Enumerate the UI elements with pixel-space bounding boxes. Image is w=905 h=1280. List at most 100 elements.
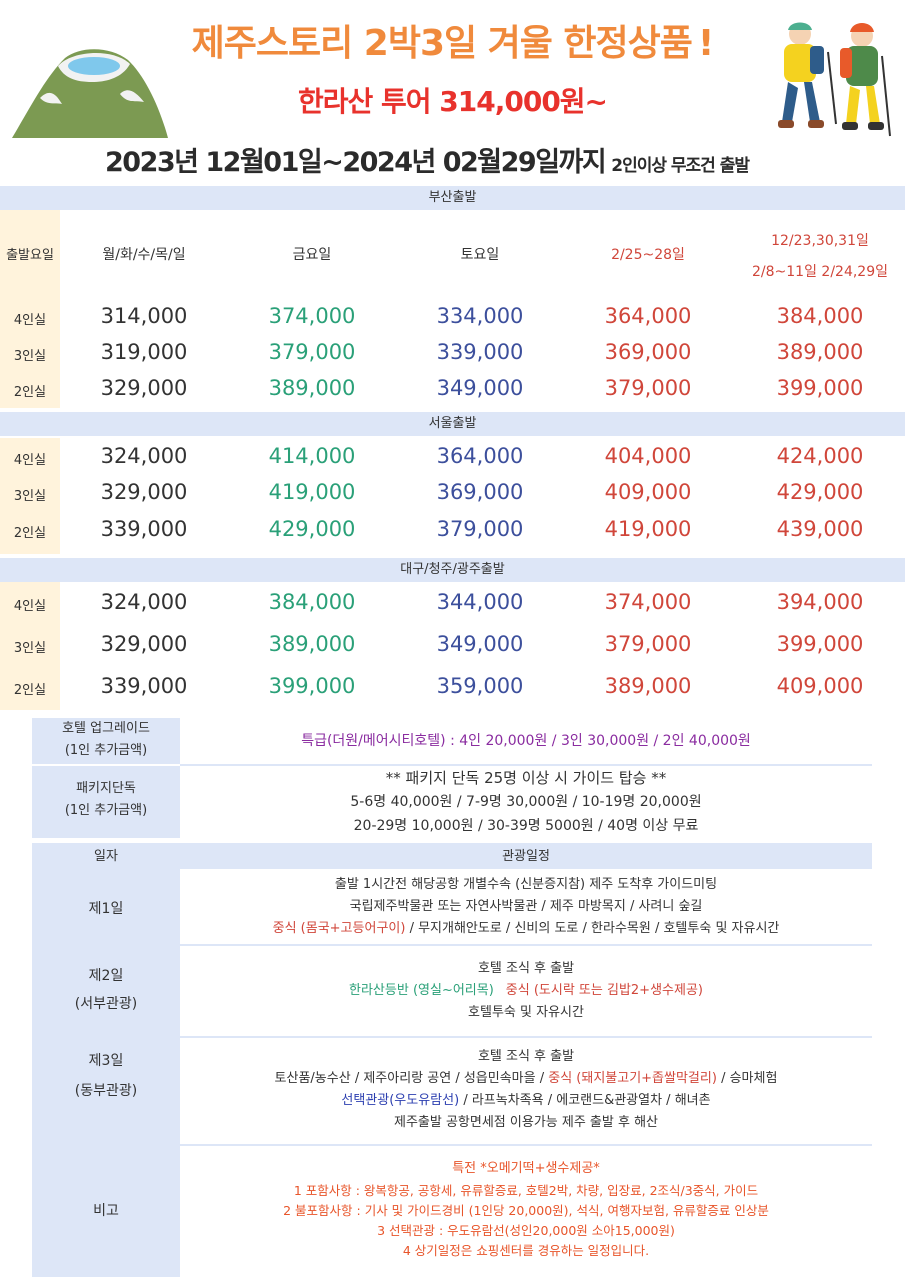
section-band-daegu: 대구/청주/광주출발: [0, 558, 905, 582]
day3-line1: 호텔 조식 후 출발: [477, 1049, 575, 1064]
price-cell: 419,000: [604, 517, 692, 541]
remarks-line-3: 3 선택관광 : 우도유람선(성인20,000원 소아15,000원): [377, 1223, 675, 1238]
itinerary-header-band: [180, 843, 872, 869]
day3-lunch: 중식 (돼지불고기+좁쌀막걸리): [548, 1071, 717, 1086]
price-cell: 324,000: [100, 444, 188, 468]
period-note: 2인이상 무조건 출발: [611, 156, 750, 176]
itinerary-day-column: [32, 843, 180, 1277]
price-cell: 399,000: [776, 632, 864, 656]
day3-line2-b: / 승마체험: [716, 1071, 778, 1086]
price-cell: 369,000: [604, 340, 692, 364]
remarks-line-4: 4 상기일정은 쇼핑센터를 경유하는 일정입니다.: [402, 1243, 650, 1258]
room-label: 3인실: [13, 349, 47, 364]
price-cell: 329,000: [100, 480, 188, 504]
departure-day-label: 출발요일: [6, 248, 54, 263]
hikers-illustration: [778, 22, 891, 137]
room-label: 2인실: [13, 385, 47, 400]
divider: [180, 944, 872, 946]
day3-line4: 제주출발 공항면세점 이용가능 제주 출발 후 해산: [394, 1115, 658, 1130]
package-exclusive-line1: ** 패키지 단독 25명 이상 시 가이드 탑승 **: [385, 769, 667, 787]
price-cell: 384,000: [268, 590, 356, 614]
price-cell: 419,000: [268, 480, 356, 504]
col-header-weekday: 월/화/수/목/일: [102, 247, 186, 263]
price-cell: 339,000: [100, 517, 188, 541]
hotel-upgrade-label-1: 호텔 업그레이드: [62, 721, 150, 736]
price-cell: 314,000: [100, 304, 188, 328]
price-cell: 389,000: [604, 674, 692, 698]
remarks-line-0: 특전 *오메기떡+생수제공*: [452, 1161, 600, 1176]
day2-lunch: 중식 (도시락 또는 김밥2+생수제공): [505, 983, 703, 998]
page-title: 제주스토리 2박3일 겨울 한정상품!: [191, 23, 715, 64]
package-exclusive-line3: 20-29명 10,000원 / 30-39명 5000원 / 40명 이상 무…: [353, 818, 699, 834]
price-cell: 364,000: [604, 304, 692, 328]
divider: [180, 1144, 872, 1146]
day1-line2: 국립제주박물관 또는 자연사박물관 / 제주 마방목지 / 사려니 숲길: [349, 899, 703, 914]
room-label: 4인실: [13, 453, 47, 468]
day2-line2: 한라산등반 (영실~어리목) 중식 (도시락 또는 김밥2+생수제공): [180, 980, 872, 1002]
price-cell: 329,000: [100, 376, 188, 400]
price-cell: 399,000: [268, 674, 356, 698]
day1-lunch: 중식 (몸국+고등어구이): [272, 921, 406, 936]
header: 제주스토리 2박3일 겨울 한정상품! 한라산 투어 314,000원~ 202…: [0, 0, 905, 185]
label-column: [0, 438, 60, 554]
price-cell: 409,000: [776, 674, 864, 698]
hotel-upgrade-label: 호텔 업그레이드 (1인 추가금액): [32, 718, 180, 764]
subtitle: 한라산 투어 314,000원~: [297, 85, 608, 118]
period: 2023년 12월01일~2024년 02월29일까지 2인이상 무조건 출발: [105, 147, 750, 178]
room-label: 3인실: [13, 641, 47, 656]
day2-hike: 한라산등반 (영실~어리목): [349, 983, 494, 998]
remarks-label: 비고: [93, 1203, 119, 1219]
price-cell: 404,000: [604, 444, 692, 468]
price-cell: 349,000: [436, 376, 524, 400]
price-cell: 379,000: [604, 632, 692, 656]
price-cell: 389,000: [268, 632, 356, 656]
hallasan-crater-icon: [12, 49, 168, 138]
package-exclusive-label-1: 패키지단독: [76, 781, 136, 796]
price-cell: 369,000: [436, 480, 524, 504]
room-label: 2인실: [13, 683, 47, 698]
divider: [180, 1036, 872, 1038]
room-label: 4인실: [13, 313, 47, 328]
price-cell: 399,000: [776, 376, 864, 400]
hotel-upgrade-text: 특급(더원/메어시티호텔) : 4인 20,000원 / 3인 30,000원 …: [301, 733, 751, 749]
section-band-seoul: 서울출발: [0, 412, 905, 436]
day1-line3: 중식 (몸국+고등어구이) / 무지개해안도로 / 신비의 도로 / 한라수목원…: [180, 918, 872, 940]
day1-line3-rest: / 무지개해안도로 / 신비의 도로 / 한라수목원 / 호텔투숙 및 자유시간: [405, 921, 780, 936]
price-cell: 424,000: [776, 444, 864, 468]
day1-label: 제1일: [88, 901, 124, 917]
price-cell: 374,000: [604, 590, 692, 614]
price-cell: 409,000: [604, 480, 692, 504]
day2-line1: 호텔 조식 후 출발: [477, 961, 575, 976]
price-cell: 429,000: [268, 517, 356, 541]
col-header-peak-line2: 2/8~11일 2/24,29일: [752, 264, 888, 280]
price-cell: 339,000: [436, 340, 524, 364]
room-label: 4인실: [13, 599, 47, 614]
day3-label-1: 제3일: [88, 1053, 124, 1069]
label-column: [0, 582, 60, 710]
package-exclusive-line2: 5-6명 40,000원 / 7-9명 30,000원 / 10-19명 20,…: [350, 794, 702, 810]
day3-line3-rest: / 라프녹차족욕 / 에코랜드&관광열차 / 해녀촌: [459, 1093, 711, 1108]
price-cell: 439,000: [776, 517, 864, 541]
hotel-upgrade-label-2: (1인 추가금액): [64, 743, 148, 758]
day3-line2: 토산품/농수산 / 제주아리랑 공연 / 성읍민속마을 / 중식 (돼지불고기+…: [180, 1068, 872, 1090]
label-column: [0, 210, 60, 408]
price-cell: 349,000: [436, 632, 524, 656]
package-exclusive-label-2: (1인 추가금액): [64, 803, 148, 818]
remarks-line-2: 2 불포함사항 : 기사 및 가이드경비 (1인당 20,000원), 석식, …: [283, 1203, 769, 1218]
day3-line2-a: 토산품/농수산 / 제주아리랑 공연 / 성읍민속마을 /: [274, 1071, 549, 1086]
price-cell: 389,000: [268, 376, 356, 400]
price-cell: 374,000: [268, 304, 356, 328]
day3-optional-tour: 선택관광(우도유람선): [341, 1093, 460, 1108]
price-cell: 384,000: [776, 304, 864, 328]
day2-label-2: (서부관광): [74, 996, 138, 1012]
price-cell: 429,000: [776, 480, 864, 504]
day3-label: 제3일 (동부관광): [32, 1046, 180, 1106]
room-label: 3인실: [13, 489, 47, 504]
section-band-busan: 부산출발: [0, 186, 905, 210]
room-label: 2인실: [13, 526, 47, 541]
col-header-saturday: 토요일: [460, 247, 500, 263]
price-cell: 339,000: [100, 674, 188, 698]
day2-label-1: 제2일: [88, 968, 124, 984]
price-cell: 364,000: [436, 444, 524, 468]
day2-label: 제2일 (서부관광): [32, 962, 180, 1018]
